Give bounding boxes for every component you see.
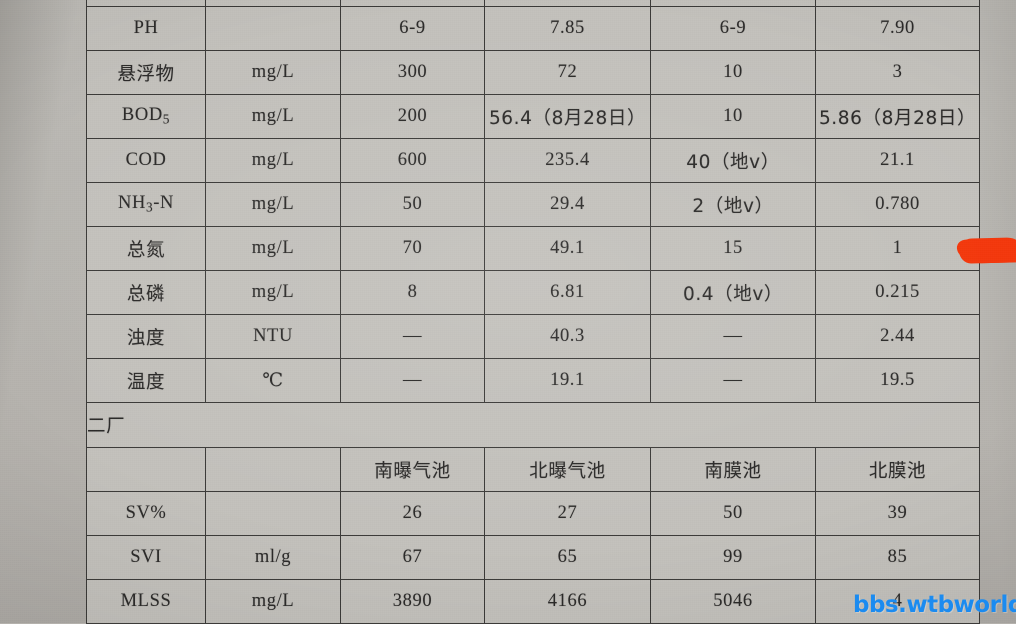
table-row: SVI ml/g 67 65 99 85 — [86, 535, 980, 580]
data-cell: 10 — [650, 50, 816, 95]
data-cell: 6-9 — [650, 6, 816, 51]
row-unit: mg/L — [205, 182, 341, 227]
data-cell: 40（地v） — [650, 138, 816, 183]
column-header: 南曝气池 — [340, 447, 485, 492]
data-cell: 10 — [650, 94, 816, 139]
row-unit: mg/L — [205, 138, 341, 183]
column-header: 北膜池 — [815, 447, 980, 492]
table-row: 温度 ℃ —19.1—19.5 — [86, 358, 980, 403]
section-title: 二厂 — [86, 402, 980, 448]
section-title-row: 二厂 — [86, 402, 980, 448]
data-cell: 0.215 — [815, 270, 980, 315]
data-cell: 50 — [340, 182, 485, 227]
data-cell: 7.90 — [815, 6, 980, 51]
table-row: NH3-N mg/L 50 29.4 2（地v） 0.780 — [86, 182, 980, 227]
data-cell: 70 — [340, 226, 485, 271]
data-cell: 2.44 — [815, 314, 980, 359]
row-unit: NTU — [205, 314, 341, 359]
row-label: SV% — [86, 491, 206, 536]
row-unit: ℃ — [205, 358, 341, 403]
data-cell: 0.780 — [815, 182, 980, 227]
table-row: COD mg/L 600 235.4 40（地v） 21.1 — [86, 138, 980, 183]
table-row: PH 6-9 7.85 6-9 7.90 — [86, 6, 980, 51]
data-cell: — — [650, 358, 816, 403]
row-label: SVI — [86, 535, 206, 580]
column-header: 南膜池 — [650, 447, 816, 492]
report-table-container: PH 6-9 7.85 6-9 7.90 悬浮物 mg/L 300 72 10 3 BOD5 mg/L 2… — [86, 0, 1016, 624]
row-unit: mg/L — [205, 270, 341, 315]
row-unit: mg/L — [205, 50, 341, 95]
column-header — [86, 447, 206, 492]
data-cell: 49.1 — [484, 226, 651, 271]
data-cell: 600 — [340, 138, 485, 183]
data-cell: 3 — [815, 50, 980, 95]
data-cell: 8 — [340, 270, 485, 315]
data-cell: 5046 — [650, 579, 816, 624]
data-cell: 0.4（地v） — [650, 270, 816, 315]
data-cell: 26 — [340, 491, 485, 536]
table-row: BOD5 mg/L 200 56.4（8月28日） 10 5.86（8月28日） — [86, 94, 980, 139]
section-header-row: 南曝气池 北曝气池 南膜池 北膜池 — [86, 447, 980, 492]
data-cell: 65 — [484, 535, 651, 580]
row-unit: mg/L — [205, 226, 341, 271]
data-cell: 27 — [484, 491, 651, 536]
red-marker-redaction — [958, 237, 1016, 264]
data-cell: 19.1 — [484, 358, 651, 403]
data-cell: 3890 — [340, 579, 485, 624]
row-label: 总氮 — [86, 226, 206, 271]
site-watermark: bbs.wtbworld.com — [853, 592, 1016, 618]
data-cell: — — [340, 358, 485, 403]
data-cell: 6-9 — [340, 6, 485, 51]
data-cell: 2（地v） — [650, 182, 816, 227]
table-row: 浊度 NTU —40.3—2.44 — [86, 314, 980, 359]
table-row: 总磷 mg/L 8 6.81 0.4（地v） 0.215 — [86, 270, 980, 315]
data-cell: 67 — [340, 535, 485, 580]
data-cell: 235.4 — [484, 138, 651, 183]
data-cell: 300 — [340, 50, 485, 95]
data-cell: 39 — [815, 491, 980, 536]
water-quality-table: PH 6-9 7.85 6-9 7.90 悬浮物 mg/L 300 72 10 3 BOD5 mg/L 2… — [86, 0, 980, 624]
row-label: NH3-N — [86, 182, 206, 227]
table-row: MLSS mg/L 3890 4166 5046 4 — [86, 579, 980, 624]
row-unit: mg/L — [205, 94, 341, 139]
column-header: 北曝气池 — [484, 447, 651, 492]
data-cell: 99 — [650, 535, 816, 580]
data-cell: 72 — [484, 50, 651, 95]
data-cell: 4166 — [484, 579, 651, 624]
row-label: 悬浮物 — [86, 50, 206, 95]
data-cell: 15 — [650, 226, 816, 271]
row-label: 温度 — [86, 358, 206, 403]
row-label: 浊度 — [86, 314, 206, 359]
data-cell: 5.86（8月28日） — [815, 94, 980, 139]
data-cell: 29.4 — [484, 182, 651, 227]
data-cell: 4 — [815, 579, 980, 624]
data-cell: 6.81 — [484, 270, 651, 315]
data-cell: 56.4（8月28日） — [484, 94, 651, 139]
table-row: 悬浮物 mg/L 300 72 10 3 — [86, 50, 980, 95]
data-cell: 7.85 — [484, 6, 651, 51]
column-header — [205, 447, 341, 492]
data-cell: 85 — [815, 535, 980, 580]
data-cell: 19.5 — [815, 358, 980, 403]
data-cell: 50 — [650, 491, 816, 536]
row-label: 总磷 — [86, 270, 206, 315]
row-unit: ml/g — [205, 535, 341, 580]
data-cell: — — [650, 314, 816, 359]
table-body: PH 6-9 7.85 6-9 7.90 悬浮物 mg/L 300 72 10 3 BOD5 mg/L 2… — [86, 0, 980, 624]
row-label: COD — [86, 138, 206, 183]
table-row: SV% 26 27 50 39 — [86, 491, 980, 536]
row-unit: mg/L — [205, 579, 341, 624]
row-label: BOD5 — [86, 94, 206, 139]
row-label: MLSS — [86, 579, 206, 624]
row-unit — [205, 491, 341, 536]
data-cell: 21.1 — [815, 138, 980, 183]
data-cell: 40.3 — [484, 314, 651, 359]
row-label: PH — [86, 6, 206, 51]
data-cell: 200 — [340, 94, 485, 139]
data-cell: 1 — [815, 226, 980, 271]
table-row: 总氮 mg/L 70 49.1 15 1 — [86, 226, 980, 271]
row-unit — [205, 6, 341, 51]
data-cell: — — [340, 314, 485, 359]
